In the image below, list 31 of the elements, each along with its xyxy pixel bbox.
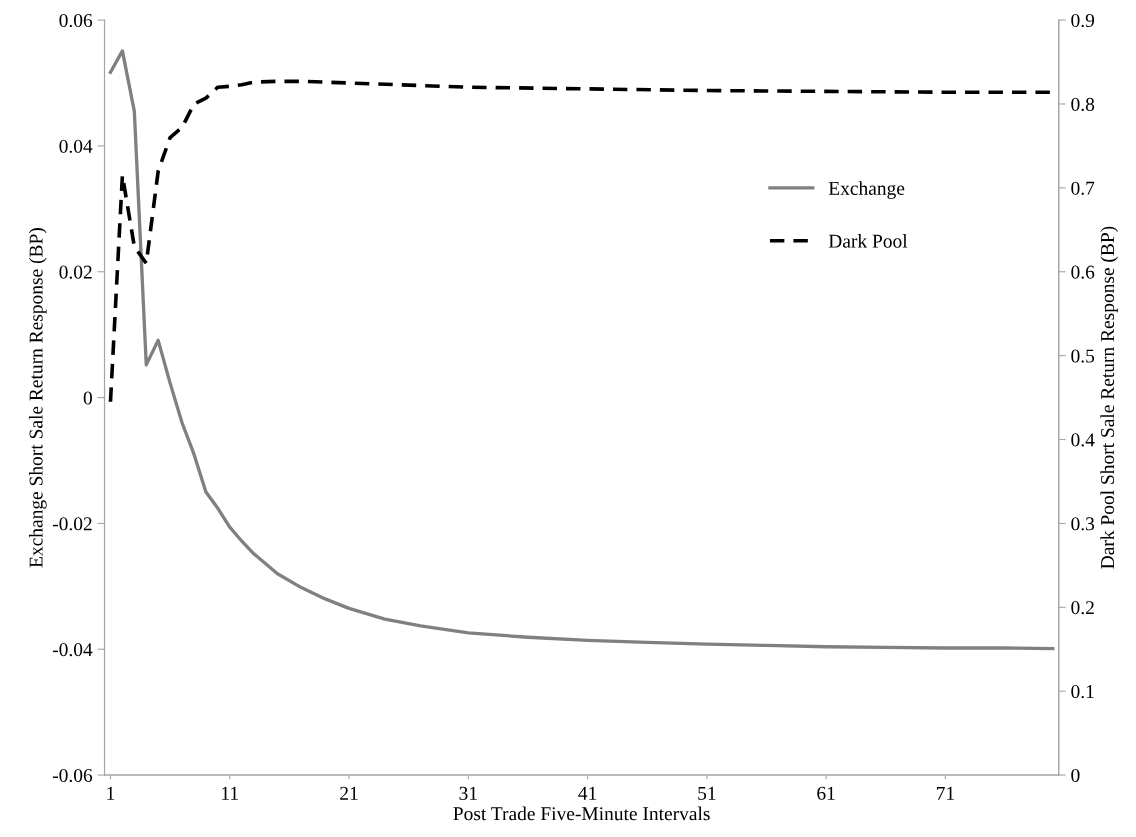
y2-tick-label: 0.3 bbox=[1071, 517, 1095, 531]
x-axis-title: Post Trade Five-Minute Intervals bbox=[453, 806, 710, 821]
y2-tick-label: 0 bbox=[1071, 768, 1080, 782]
y-tick-label: -0.02 bbox=[52, 517, 92, 531]
y-tick-label: -0.06 bbox=[52, 768, 93, 783]
y-tick-label: -0.04 bbox=[52, 643, 93, 657]
y-tick-label: 0 bbox=[83, 391, 92, 405]
y-tick-label: 0.06 bbox=[59, 13, 93, 28]
y2-tick-label: 0.4 bbox=[1071, 433, 1095, 447]
y2-tick-label: 0.2 bbox=[1071, 601, 1094, 615]
y-tick-label: 0.04 bbox=[59, 139, 93, 153]
y-axis-title: Exchange Short Sale Return Response (BP) bbox=[28, 228, 47, 568]
y2-tick-label: 0.9 bbox=[1071, 13, 1095, 28]
y2-axis-title: Dark Pool Short Sale Return Response (BP) bbox=[1100, 226, 1119, 569]
x-tick-label: 41 bbox=[578, 786, 597, 800]
y2-tick-label: 0.6 bbox=[1071, 265, 1095, 279]
y2-tick-label: 0.7 bbox=[1071, 181, 1095, 195]
x-tick-label: 71 bbox=[937, 786, 954, 800]
legend-label: Exchange bbox=[828, 181, 905, 199]
y2-tick-label: 0.8 bbox=[1071, 97, 1095, 111]
y-tick-label: 0.02 bbox=[59, 265, 92, 279]
x-tick-label: 31 bbox=[459, 786, 477, 800]
line-series bbox=[108, 49, 1055, 651]
x-tick-label: 61 bbox=[817, 786, 835, 800]
y2-tick-label: 0.5 bbox=[1071, 349, 1095, 363]
x-tick-label: 1 bbox=[107, 786, 115, 800]
x-tick-label: 11 bbox=[222, 786, 238, 800]
legend-label: Dark Pool bbox=[828, 234, 908, 248]
x-tick-label: 51 bbox=[698, 786, 716, 800]
x-tick-label: 21 bbox=[340, 786, 358, 800]
y2-tick-label: 0.1 bbox=[1071, 684, 1094, 699]
